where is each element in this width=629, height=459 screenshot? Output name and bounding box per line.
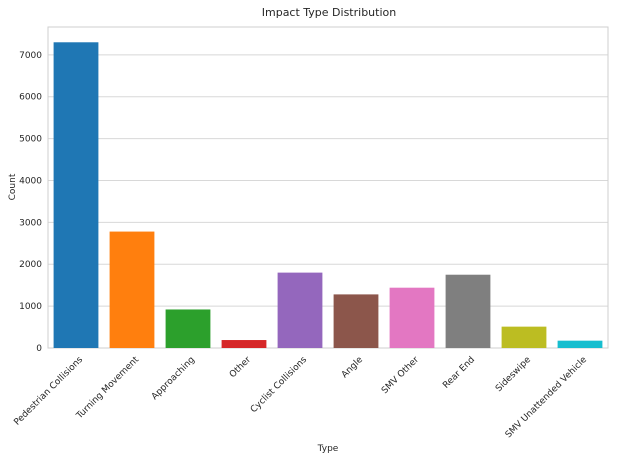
bar-smv-unattended-vehicle [557,340,603,348]
bar-rear-end [445,274,491,348]
bar-other [221,340,267,348]
bar-pedestrian-collisions [53,42,99,349]
y-tick-label: 1000 [19,302,42,312]
y-tick-label: 6000 [19,93,42,103]
x-tick-label: Approaching [150,355,197,402]
bar-angle [333,294,379,348]
x-tick-label: Turning Movement [74,355,141,422]
bar-approaching [165,309,211,348]
y-tick-label: 0 [36,344,42,354]
y-tick-label: 4000 [19,176,42,186]
x-tick-label: Sideswipe [494,355,533,394]
x-tick-label: Pedestrian Collisions [12,355,85,428]
bar-smv-other [389,287,435,348]
chart-title: Impact Type Distribution [262,6,397,19]
y-tick-label: 5000 [19,135,42,145]
x-tick-label: Cyclist Collisions [249,355,309,415]
bars-layer [53,42,603,349]
y-tick-label: 2000 [19,260,42,270]
x-tick-label: Rear End [441,355,477,391]
x-axis-label: Type [317,444,339,454]
x-tick-label: Angle [340,355,366,381]
bar-turning-movement [109,231,155,348]
bar-cyclist-collisions [277,272,323,348]
x-tick-label: Other [228,355,253,380]
y-tick-label: 7000 [19,51,42,61]
y-tick-label: 3000 [19,218,42,228]
y-axis-ticks: 0 1000 2000 3000 4000 5000 6000 7000 [19,51,42,354]
plot-frame [47,26,609,349]
bar-sideswipe [501,326,547,348]
x-tick-label: SMV Other [380,355,421,396]
y-axis-label: Count [8,173,18,200]
